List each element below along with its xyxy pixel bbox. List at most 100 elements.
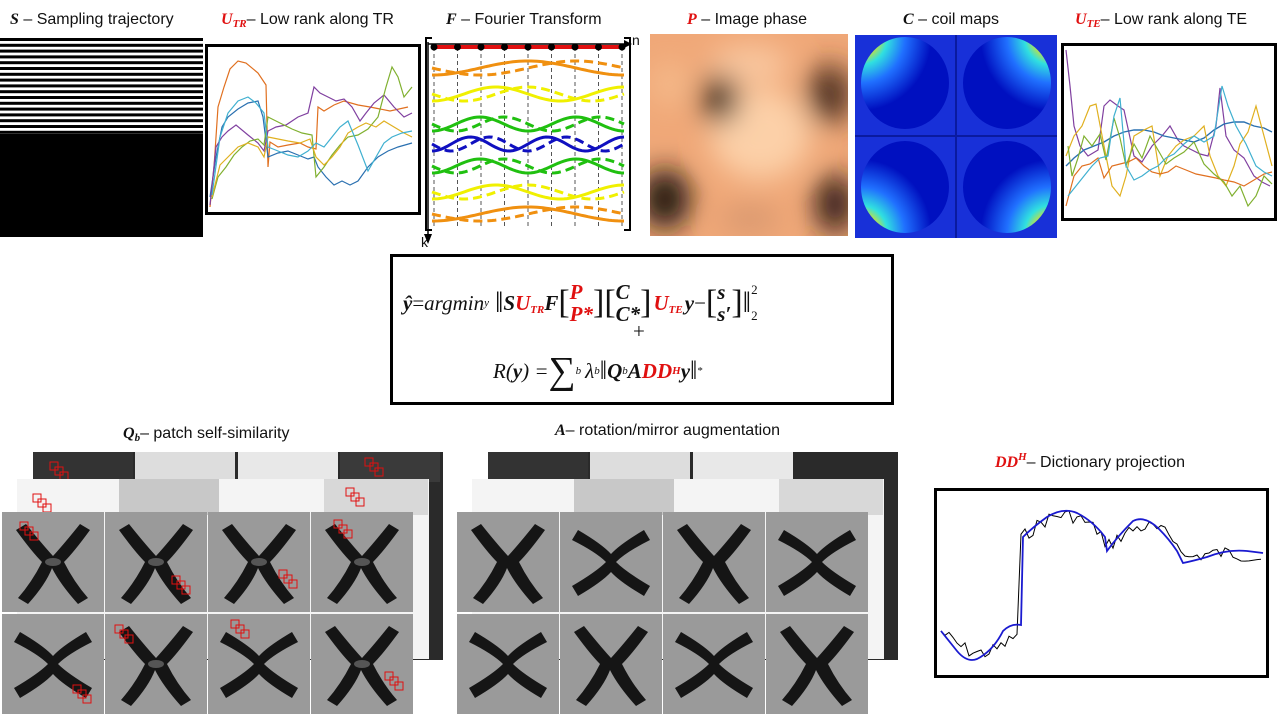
sampling-line	[0, 90, 203, 94]
eq-y2: y	[680, 358, 691, 383]
sampling-line	[0, 96, 203, 99]
eq-R-y: y	[512, 358, 523, 383]
sampling-label: – Sampling trajectory	[18, 11, 174, 28]
sampling-lines	[0, 38, 203, 134]
eq-lambda-sub: b	[594, 365, 600, 377]
fourier-sample-dot	[618, 43, 626, 51]
utr-label: – Low rank along TR	[246, 11, 394, 28]
eq-F: F	[544, 290, 559, 315]
ute-yellow-curve	[1065, 103, 1273, 198]
sampling-line	[0, 61, 203, 65]
fourier-basis-wave	[432, 205, 624, 223]
sampling-title: S – Sampling trajectory	[10, 11, 174, 29]
utr-cyan-curve	[211, 96, 413, 196]
dictionary-plot-frame	[934, 488, 1269, 678]
eq-equals: =	[412, 290, 425, 315]
sampling-trajectory-image	[0, 36, 203, 237]
utr-blue-curve	[209, 100, 413, 198]
patch-similarity-stack	[2, 452, 443, 714]
coil-map-4	[963, 141, 1051, 233]
fourier-basis-wave	[431, 85, 625, 103]
sampling-symbol: S	[10, 11, 19, 28]
sampling-line	[0, 84, 203, 88]
ute-symbol: UTE	[1075, 11, 1101, 30]
utr-plot-frame	[205, 44, 421, 215]
fourier-basis-wave	[431, 115, 625, 133]
coil-symbol: C	[903, 11, 914, 28]
patch-symbol: Qb	[123, 425, 141, 444]
eq-yhat: ŷ	[403, 290, 413, 315]
eq-minus: −	[694, 290, 706, 315]
dictionary-plot	[940, 509, 1264, 661]
fourier-sample-dot	[571, 43, 579, 51]
fourier-basis-wave	[431, 59, 625, 77]
sampling-line	[0, 130, 203, 134]
sampling-line	[0, 125, 203, 128]
eq-sum-sub: b	[575, 365, 582, 377]
ute-green-curve	[1067, 117, 1273, 208]
n-axis-arrow	[624, 40, 632, 48]
phase-symbol: P	[687, 11, 697, 28]
sampling-line	[0, 78, 203, 82]
eq-Q-sub: b	[622, 365, 628, 377]
sampling-line	[0, 119, 203, 123]
eq-lambda: λ	[585, 358, 595, 383]
fourier-matrix	[424, 37, 632, 244]
fourier-basis-wave	[431, 205, 625, 223]
dictionary-label: – Dictionary projection	[1026, 454, 1185, 471]
sampling-line	[0, 38, 203, 41]
sampling-line	[0, 49, 203, 53]
eq-R-close: ) =	[522, 358, 549, 383]
ute-cyan-curve	[1067, 85, 1273, 197]
equation-line-1: ŷ = argmin y ‖ S UTR F [ P P* ] [ C C* ] UT…	[403, 277, 758, 329]
eq-coil-matrix: C C*	[615, 280, 641, 326]
fourier-title: F – Fourier Transform	[446, 11, 602, 29]
dictionary-title: DDH– Dictionary projection	[995, 451, 1185, 472]
fourier-basis-wave	[431, 85, 625, 103]
sampling-filled-region	[0, 134, 203, 237]
dictionary-symbol: DDH	[995, 451, 1027, 471]
eq-data-matrix: s s′	[717, 280, 732, 326]
fourier-axis-k: k	[421, 234, 428, 250]
ute-title: UTE– Low rank along TE	[1075, 11, 1247, 30]
coil-title: C – coil maps	[903, 11, 999, 29]
patch-title: Qb– patch self-similarity	[123, 425, 289, 444]
eq-S: S	[503, 290, 516, 315]
eq-phase-matrix: P P*	[569, 280, 593, 326]
fourier-left-bracket	[425, 37, 432, 231]
coil-map-1	[861, 37, 949, 129]
eq-y: y	[684, 290, 695, 315]
fourier-sample-dot	[501, 43, 508, 51]
eq-norm-open: ‖	[494, 286, 504, 319]
fourier-basis-wave	[432, 59, 624, 77]
fourier-axis-n: n	[632, 32, 640, 48]
fourier-basis-wave	[431, 183, 625, 201]
eq-H: H	[672, 365, 681, 377]
fourier-label: – Fourier Transform	[456, 11, 602, 28]
coil-maps	[855, 35, 1057, 238]
sampling-line	[0, 43, 203, 47]
coil-label: – coil maps	[913, 11, 1000, 28]
k-axis-arrow	[424, 234, 432, 244]
eq-R: R(	[493, 358, 513, 383]
fourier-basis-wave	[431, 183, 625, 201]
phase-label: – Image phase	[696, 11, 808, 28]
ute-plot-frame	[1061, 43, 1277, 221]
coil-map-3	[861, 141, 949, 233]
image-phase-map	[650, 34, 848, 236]
coil-map-2	[963, 37, 1051, 129]
augment-title: A– rotation/mirror augmentation	[555, 422, 780, 440]
eq-plus: +	[633, 319, 645, 343]
fourier-sample-dot	[595, 43, 602, 51]
eq-argmin-sub: y	[484, 297, 489, 309]
utr-plot	[209, 60, 413, 208]
sampling-line	[0, 107, 203, 111]
eq-Q: Q	[607, 358, 623, 383]
ute-orange-curve	[1065, 157, 1273, 207]
fourier-right-bracket	[624, 37, 631, 231]
sampling-line	[0, 113, 203, 117]
fourier-sample-dot	[477, 43, 485, 51]
augment-label: – rotation/mirror augmentation	[565, 422, 780, 439]
ute-purple-curve	[1065, 49, 1271, 187]
fourier-sample-dot	[454, 43, 461, 51]
